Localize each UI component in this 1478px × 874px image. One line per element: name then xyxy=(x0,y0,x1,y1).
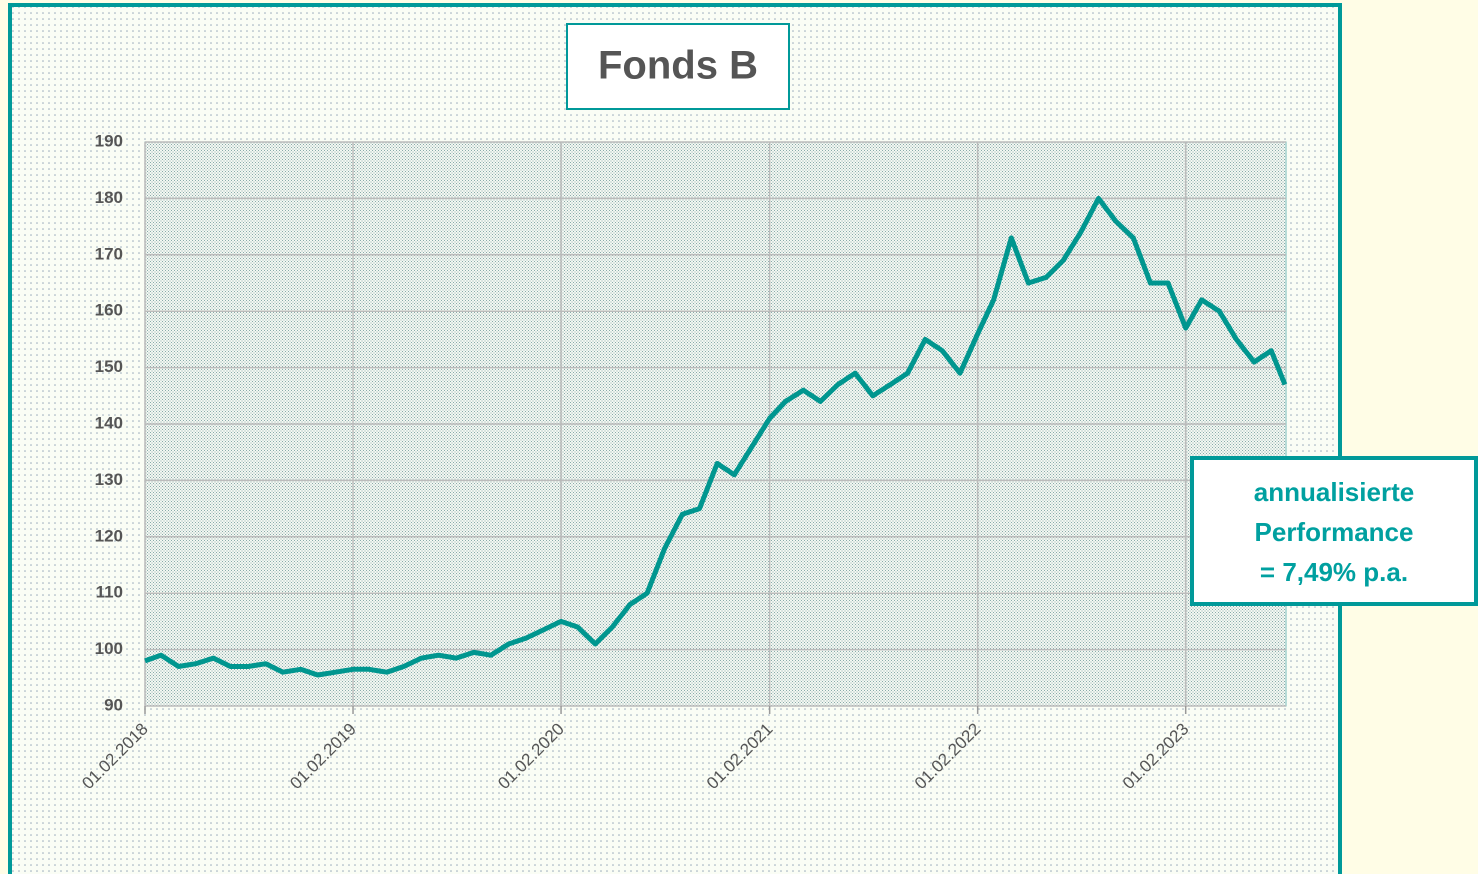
y-tick-label: 120 xyxy=(95,526,123,545)
y-tick-label: 190 xyxy=(95,131,123,150)
data-line xyxy=(144,195,1288,678)
annotation: = 7,49% p.a. xyxy=(1260,557,1408,587)
annotation: Performance xyxy=(1255,517,1414,547)
y-tick-label: 130 xyxy=(95,470,123,489)
y-tick-label: 160 xyxy=(95,301,123,320)
annotation-box xyxy=(1190,456,1478,606)
title-box xyxy=(566,23,790,110)
y-tick-label: 140 xyxy=(95,413,123,432)
y-tick-label: 180 xyxy=(95,188,123,207)
chart-title: Fonds B xyxy=(598,44,758,88)
y-tick-label: 170 xyxy=(95,244,123,263)
y-tick-label: 150 xyxy=(95,357,123,376)
annotation: annualisierte xyxy=(1254,477,1414,507)
y-tick-label: 110 xyxy=(96,583,123,602)
y-tick-label: 90 xyxy=(104,695,123,714)
y-tick-label: 100 xyxy=(95,639,123,658)
